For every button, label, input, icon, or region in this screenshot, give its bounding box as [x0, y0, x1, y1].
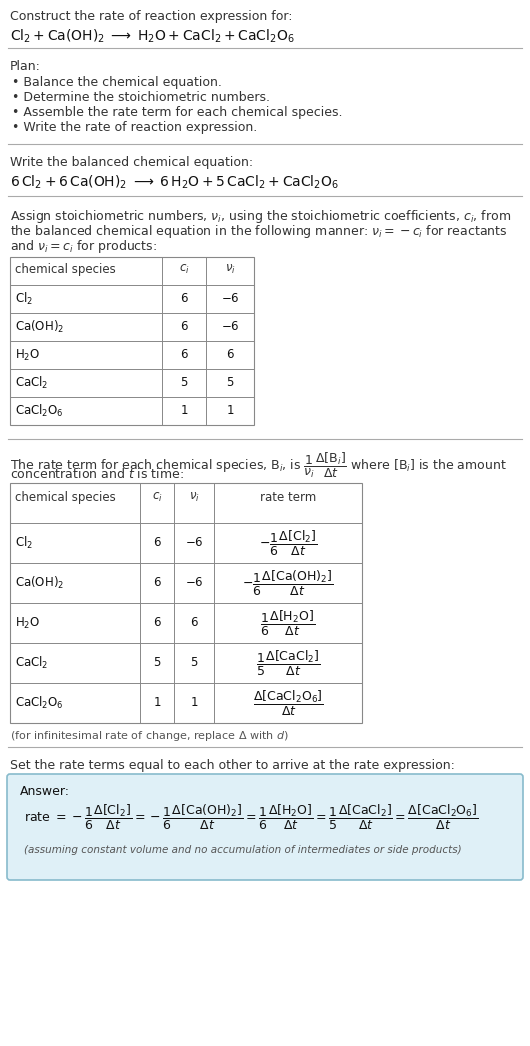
Text: concentration and $t$ is time:: concentration and $t$ is time: — [10, 467, 184, 481]
Text: $\mathrm{H_2O}$: $\mathrm{H_2O}$ — [15, 615, 40, 631]
Text: (for infinitesimal rate of change, replace $\Delta$ with $d$): (for infinitesimal rate of change, repla… — [10, 729, 289, 743]
Text: $\mathrm{Cl_2 + Ca(OH)_2 \;\longrightarrow\; H_2O + CaCl_2 + CaCl_2O_6}$: $\mathrm{Cl_2 + Ca(OH)_2 \;\longrightarr… — [10, 28, 295, 45]
Text: $c_i$: $c_i$ — [179, 263, 189, 276]
Text: $\mathrm{CaCl_2}$: $\mathrm{CaCl_2}$ — [15, 655, 48, 672]
Text: • Write the rate of reaction expression.: • Write the rate of reaction expression. — [12, 121, 257, 134]
Text: chemical species: chemical species — [15, 263, 116, 276]
Text: $-6$: $-6$ — [184, 537, 204, 549]
Text: $-6$: $-6$ — [220, 293, 240, 305]
Text: 1: 1 — [190, 697, 198, 709]
Text: and $\nu_i = c_i$ for products:: and $\nu_i = c_i$ for products: — [10, 238, 157, 255]
Text: $-\dfrac{1}{6}\dfrac{\Delta[\mathrm{Cl_2}]}{\Delta t}$: $-\dfrac{1}{6}\dfrac{\Delta[\mathrm{Cl_2… — [259, 528, 317, 558]
Text: $\mathrm{CaCl_2O_6}$: $\mathrm{CaCl_2O_6}$ — [15, 695, 64, 711]
Text: $\nu_i$: $\nu_i$ — [189, 491, 199, 504]
Text: 6: 6 — [180, 293, 188, 305]
Text: 6: 6 — [153, 616, 161, 630]
Bar — [10, 257, 254, 425]
Text: $\mathrm{Cl_2}$: $\mathrm{Cl_2}$ — [15, 535, 33, 551]
Text: $-6$: $-6$ — [184, 576, 204, 590]
Text: Assign stoichiometric numbers, $\nu_i$, using the stoichiometric coefficients, $: Assign stoichiometric numbers, $\nu_i$, … — [10, 208, 511, 225]
FancyBboxPatch shape — [7, 774, 523, 880]
Text: $\mathrm{6\,Cl_2 + 6\,Ca(OH)_2 \;\longrightarrow\; 6\,H_2O + 5\,CaCl_2 + CaCl_2O: $\mathrm{6\,Cl_2 + 6\,Ca(OH)_2 \;\longri… — [10, 174, 339, 191]
Text: Answer:: Answer: — [20, 784, 70, 798]
Text: 6: 6 — [153, 576, 161, 590]
Text: $\nu_i$: $\nu_i$ — [225, 263, 235, 276]
Text: 5: 5 — [190, 657, 198, 669]
Text: Plan:: Plan: — [10, 60, 41, 73]
Text: $\dfrac{\Delta[\mathrm{CaCl_2O_6}]}{\Delta t}$: $\dfrac{\Delta[\mathrm{CaCl_2O_6}]}{\Del… — [253, 688, 323, 718]
Text: $\mathrm{CaCl_2O_6}$: $\mathrm{CaCl_2O_6}$ — [15, 403, 64, 419]
Text: • Balance the chemical equation.: • Balance the chemical equation. — [12, 76, 222, 89]
Text: $c_i$: $c_i$ — [152, 491, 162, 504]
Bar — [10, 483, 362, 723]
Text: 6: 6 — [180, 348, 188, 362]
Text: 6: 6 — [226, 348, 234, 362]
Text: $-\dfrac{1}{6}\dfrac{\Delta[\mathrm{Ca(OH)_2}]}{\Delta t}$: $-\dfrac{1}{6}\dfrac{\Delta[\mathrm{Ca(O… — [242, 568, 334, 597]
Text: $\mathrm{CaCl_2}$: $\mathrm{CaCl_2}$ — [15, 374, 48, 391]
Text: Set the rate terms equal to each other to arrive at the rate expression:: Set the rate terms equal to each other t… — [10, 759, 455, 772]
Text: • Assemble the rate term for each chemical species.: • Assemble the rate term for each chemic… — [12, 106, 342, 119]
Text: $\dfrac{1}{6}\dfrac{\Delta[\mathrm{H_2O}]}{\Delta t}$: $\dfrac{1}{6}\dfrac{\Delta[\mathrm{H_2O}… — [260, 609, 315, 637]
Text: rate $= -\dfrac{1}{6}\dfrac{\Delta[\mathrm{Cl_2}]}{\Delta t} = -\dfrac{1}{6}\dfr: rate $= -\dfrac{1}{6}\dfrac{\Delta[\math… — [24, 803, 479, 832]
Text: The rate term for each chemical species, $\mathrm{B}_i$, is $\dfrac{1}{\nu_i}\df: The rate term for each chemical species,… — [10, 451, 507, 480]
Text: 6: 6 — [153, 537, 161, 549]
Text: • Determine the stoichiometric numbers.: • Determine the stoichiometric numbers. — [12, 91, 270, 104]
Text: Write the balanced chemical equation:: Write the balanced chemical equation: — [10, 156, 253, 169]
Text: 5: 5 — [180, 377, 188, 389]
Text: 1: 1 — [153, 697, 161, 709]
Text: 5: 5 — [153, 657, 161, 669]
Text: 5: 5 — [226, 377, 234, 389]
Text: Construct the rate of reaction expression for:: Construct the rate of reaction expressio… — [10, 10, 293, 23]
Text: 6: 6 — [190, 616, 198, 630]
Text: (assuming constant volume and no accumulation of intermediates or side products): (assuming constant volume and no accumul… — [24, 845, 462, 855]
Text: $\mathrm{Ca(OH)_2}$: $\mathrm{Ca(OH)_2}$ — [15, 319, 64, 335]
Text: rate term: rate term — [260, 491, 316, 504]
Text: the balanced chemical equation in the following manner: $\nu_i = -c_i$ for react: the balanced chemical equation in the fo… — [10, 223, 508, 240]
Text: $\dfrac{1}{5}\dfrac{\Delta[\mathrm{CaCl_2}]}{\Delta t}$: $\dfrac{1}{5}\dfrac{\Delta[\mathrm{CaCl_… — [256, 649, 320, 678]
Text: $\mathrm{H_2O}$: $\mathrm{H_2O}$ — [15, 347, 40, 363]
Text: 6: 6 — [180, 320, 188, 334]
Text: 1: 1 — [226, 405, 234, 417]
Text: $\mathrm{Ca(OH)_2}$: $\mathrm{Ca(OH)_2}$ — [15, 575, 64, 591]
Text: $\mathrm{Cl_2}$: $\mathrm{Cl_2}$ — [15, 291, 33, 308]
Text: 1: 1 — [180, 405, 188, 417]
Text: chemical species: chemical species — [15, 491, 116, 504]
Text: $-6$: $-6$ — [220, 320, 240, 334]
